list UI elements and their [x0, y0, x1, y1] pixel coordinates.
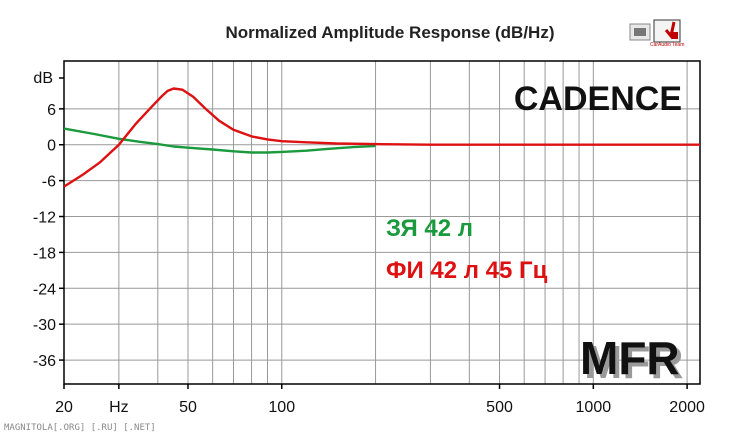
y-axis-label: dB	[33, 70, 53, 87]
mfr-label-shadow: MFR	[584, 336, 684, 388]
x-tick-label: 2000	[669, 399, 705, 416]
mfr-label: MFR	[580, 332, 680, 384]
y-tick-label: -6	[42, 174, 56, 191]
y-tick-label: 0	[47, 138, 56, 155]
y-tick-label: -24	[33, 281, 56, 298]
series	[63, 87, 700, 188]
series-line-green	[63, 127, 376, 154]
x-tick-label: 1000	[576, 399, 612, 416]
y-tick-label: -36	[33, 353, 56, 370]
chart-title: Normalized Amplitude Response (dB/Hz)	[225, 23, 554, 42]
y-tick-label: -12	[33, 210, 56, 227]
legend-red-label: ФИ 42 л 45 Гц	[386, 257, 548, 284]
logo-icon: CarAudio Team	[629, 19, 684, 48]
y-tick-label: -30	[33, 317, 56, 334]
grid	[64, 61, 700, 384]
x-tick-label: 100	[268, 399, 295, 416]
x-axis: 20 Hz 50 100 500 1000 2000	[55, 384, 705, 416]
series-line-red	[63, 87, 700, 188]
y-axis: dB 6 0 -6 -12 -18 -24 -30 -36	[33, 70, 64, 370]
x-tick-label: 500	[486, 399, 513, 416]
logo-text: CarAudio Team	[650, 42, 684, 48]
legend-green-label: ЗЯ 42 л	[386, 215, 473, 242]
y-tick-label: -18	[33, 245, 56, 262]
y-tick-label: 6	[47, 102, 56, 119]
plot-border	[63, 60, 701, 385]
brand-label: CADENCE	[514, 80, 682, 118]
footer-text: MAGNITOLA[.ORG] [.RU] [.NET]	[4, 423, 156, 433]
x-tick-label: Hz	[109, 399, 129, 416]
x-tick-label: 50	[179, 399, 197, 416]
x-tick-label: 20	[55, 399, 73, 416]
